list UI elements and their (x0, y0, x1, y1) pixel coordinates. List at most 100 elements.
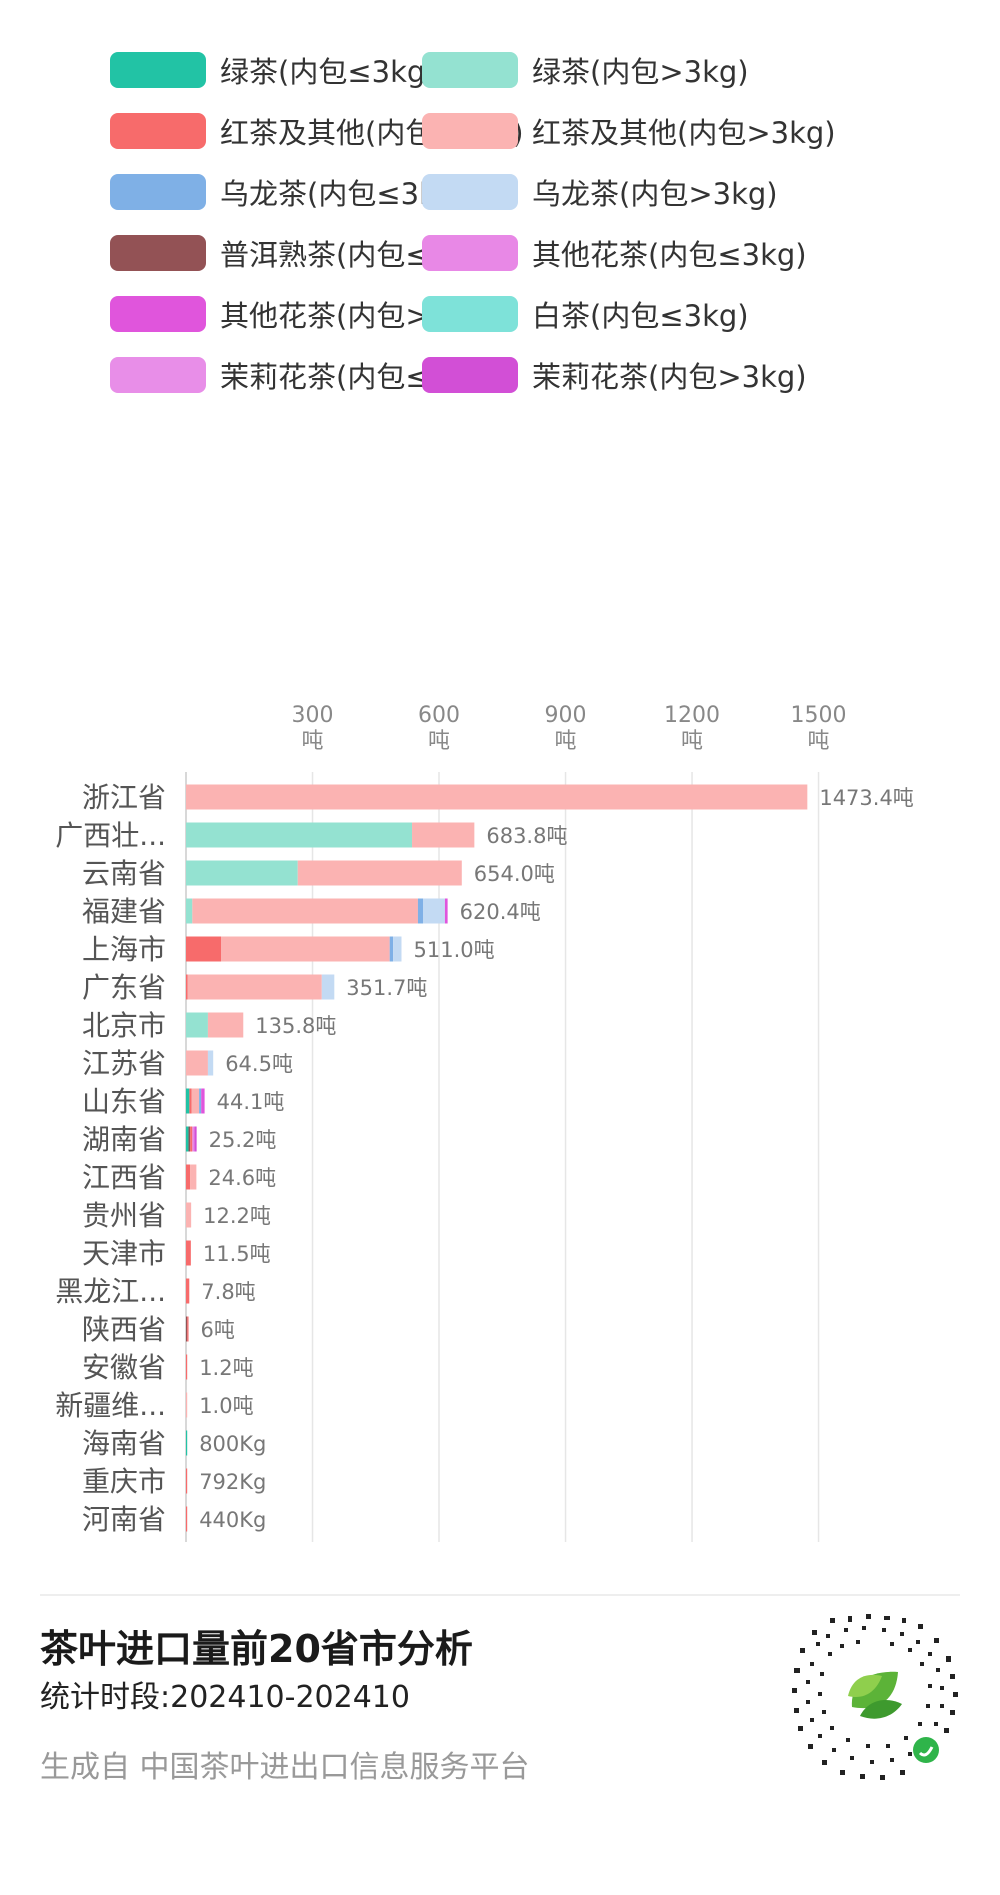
bar-total-label: 25.2吨 (209, 1128, 277, 1152)
bar-total-label: 7.8吨 (201, 1280, 255, 1304)
category-label: 陕西省 (82, 1313, 166, 1346)
bar-total-label: 44.1吨 (217, 1090, 285, 1114)
bar-segment (186, 784, 808, 810)
category-label: 北京市 (82, 1009, 166, 1042)
bar-segment (190, 1164, 197, 1190)
bar-total-label: 24.6吨 (208, 1166, 276, 1190)
bar-segment (192, 898, 418, 924)
bar-total-label: 800Kg (199, 1432, 266, 1456)
legend-swatch (110, 296, 206, 332)
bar-total-label: 620.4吨 (460, 900, 541, 924)
bar-total-label: 1.0吨 (199, 1394, 253, 1418)
category-label: 河南省 (82, 1503, 166, 1536)
bar-total-label: 440Kg (199, 1508, 266, 1532)
bar-total-label: 135.8吨 (255, 1014, 336, 1038)
bar-segment (186, 1126, 189, 1152)
bar-segment (187, 974, 322, 1000)
bar-segment (412, 822, 475, 848)
legend-item[interactable]: 乌龙茶(内包>3kg) (422, 172, 778, 212)
legend-swatch (110, 235, 206, 271)
category-label: 浙江省 (82, 781, 166, 814)
bar-segment (207, 1012, 244, 1038)
bar-segment (207, 1050, 214, 1076)
bar-segment (187, 1316, 189, 1342)
legend-item[interactable]: 绿茶(内包≤3kg) (110, 50, 437, 90)
legend-swatch (110, 52, 206, 88)
bar-segment (194, 1126, 197, 1152)
bar-segment (186, 898, 193, 924)
bar-segment (186, 1050, 208, 1076)
bar-total-label: 511.0吨 (413, 938, 494, 962)
bar-total-label: 1.2吨 (199, 1356, 253, 1380)
bar-total-label: 351.7吨 (346, 976, 427, 1000)
legend-item[interactable]: 绿茶(内包>3kg) (422, 50, 749, 90)
bar-total-label: 654.0吨 (474, 862, 555, 886)
bar-segment (422, 898, 445, 924)
bar-segment (186, 1392, 188, 1418)
bar-segment (186, 1202, 192, 1228)
legend-swatch (422, 235, 518, 271)
category-label: 海南省 (82, 1427, 166, 1460)
bar-segment (444, 898, 448, 924)
tea-leaf-icon (848, 1671, 902, 1719)
legend-swatch (110, 357, 206, 393)
mini-program-icon (913, 1737, 939, 1763)
bar-total-label: 6吨 (201, 1318, 235, 1342)
bar-segment (186, 974, 188, 1000)
legend-item[interactable]: 白茶(内包≤3kg) (422, 294, 749, 334)
bar-segment (186, 1012, 208, 1038)
legend-label: 白茶(内包≤3kg) (532, 299, 749, 333)
bar-total-label: 1473.4吨 (819, 786, 913, 810)
legend-label: 茉莉花茶(内包>3kg) (532, 360, 807, 394)
legend-swatch (422, 296, 518, 332)
statistics-period: 统计时段:202410-202410 (40, 1680, 410, 1715)
bar-segment (393, 936, 402, 962)
bar-segment (192, 1126, 195, 1152)
legend-label: 其他花茶(内包≤3kg) (532, 238, 807, 272)
x-tick-label: 600 (418, 703, 460, 728)
x-tick-unit: 吨 (428, 729, 450, 754)
legend-swatch (422, 113, 518, 149)
bar-total-label: 64.5吨 (225, 1052, 293, 1076)
legend-swatch (110, 174, 206, 210)
footer-divider (40, 1594, 960, 1596)
legend-item[interactable]: 茉莉花茶(内包>3kg) (422, 355, 807, 395)
bar-segment (186, 1278, 190, 1304)
bar-segment (321, 974, 335, 1000)
bar-total-label: 11.5吨 (203, 1242, 271, 1266)
category-label: 云南省 (82, 857, 166, 890)
category-label: 天津市 (82, 1237, 166, 1270)
bar-segment (191, 1088, 200, 1114)
bar-segment (189, 1088, 192, 1114)
bar-segment (186, 1506, 188, 1532)
x-tick-label: 1500 (791, 703, 847, 728)
bar-segment (190, 1126, 193, 1152)
chart-title: 茶叶进口量前20省市分析 (40, 1627, 473, 1671)
legend-swatch (422, 52, 518, 88)
mini-program-qr-code[interactable] (790, 1612, 960, 1782)
x-tick-unit: 吨 (808, 729, 830, 754)
bar-segment (221, 936, 390, 962)
legend-item[interactable]: 其他花茶(内包≤3kg) (422, 233, 807, 273)
category-label: 山东省 (82, 1085, 166, 1118)
x-tick-label: 900 (545, 703, 587, 728)
legend-item[interactable]: 红茶及其他(内包>3kg) (422, 111, 836, 151)
bar-segment (417, 898, 423, 924)
legend-label: 绿茶(内包>3kg) (532, 55, 749, 89)
bar-segment (186, 1088, 190, 1114)
legend-label: 红茶及其他(内包>3kg) (532, 116, 836, 150)
bar-segment (186, 1468, 188, 1494)
legend-item[interactable]: 乌龙茶(内包≤3kg) (110, 172, 466, 212)
x-tick-label: 1200 (664, 703, 720, 728)
category-label: 新疆维... (55, 1389, 166, 1422)
category-label: 贵州省 (82, 1199, 166, 1232)
bar-segment (186, 936, 222, 962)
category-label: 广西壮... (55, 819, 166, 852)
bar-segment (186, 822, 413, 848)
bar-segment (199, 1088, 202, 1114)
bar-segment (186, 1316, 188, 1342)
legend-swatch (422, 174, 518, 210)
category-label: 黑龙江... (55, 1275, 166, 1308)
bar-segment (186, 1164, 191, 1190)
